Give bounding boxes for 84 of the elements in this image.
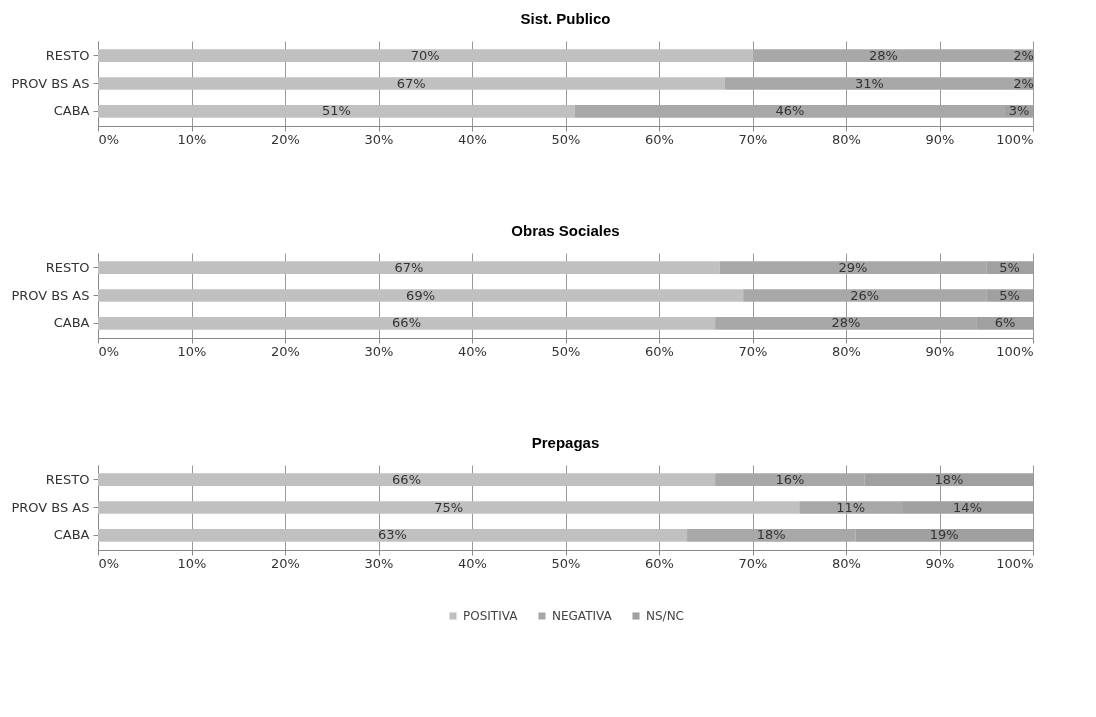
data-label: 5%: [999, 287, 1020, 303]
y-tick-label: PROV BS AS: [11, 75, 90, 91]
x-tick-label: 90%: [925, 131, 955, 147]
x-tick-label: 0%: [98, 343, 120, 359]
data-label: 66%: [392, 471, 421, 487]
x-tick-label: 50%: [551, 131, 581, 147]
x-tick-label: 80%: [832, 343, 861, 359]
data-label: 28%: [868, 47, 898, 63]
data-label: 5%: [999, 259, 1020, 275]
data-label: 18%: [756, 527, 786, 543]
data-label: 67%: [394, 259, 424, 275]
data-label: 67%: [396, 75, 426, 91]
data-label: 31%: [854, 75, 884, 91]
y-tick-label: CABA: [53, 527, 90, 543]
bar: [98, 49, 753, 62]
data-label: 46%: [775, 103, 805, 119]
x-tick-label: 20%: [271, 131, 300, 147]
data-label: 3%: [1008, 103, 1030, 119]
x-tick-label: 80%: [832, 131, 861, 147]
data-label: 2%: [1013, 75, 1034, 91]
data-label: 16%: [775, 471, 805, 487]
bar: [98, 77, 725, 90]
data-label: 14%: [953, 499, 982, 515]
bar: [98, 261, 720, 274]
x-tick-label: 60%: [645, 343, 674, 359]
x-tick-label: 40%: [458, 131, 487, 147]
data-label: 29%: [838, 259, 868, 275]
data-label: 75%: [434, 499, 464, 515]
bar: [98, 105, 575, 118]
x-tick-label: 0%: [98, 131, 120, 147]
x-tick-label: 10%: [177, 343, 207, 359]
bar: [98, 501, 800, 514]
data-label: 18%: [934, 471, 964, 487]
bar: [98, 289, 744, 302]
x-tick-label: 30%: [364, 131, 394, 147]
x-tick-label: 10%: [177, 131, 207, 147]
x-tick-label: 0%: [98, 555, 120, 571]
x-tick-label: 30%: [364, 555, 394, 571]
x-tick-label: 70%: [738, 131, 768, 147]
bar: [98, 529, 688, 542]
y-tick-label: RESTO: [45, 47, 90, 63]
y-tick-label: PROV BS AS: [11, 499, 90, 515]
data-label: 6%: [994, 315, 1016, 331]
bar: [98, 317, 716, 330]
legend-label: NS/NC: [646, 609, 684, 623]
x-tick-label: 30%: [364, 343, 394, 359]
data-label: 69%: [406, 287, 436, 303]
x-tick-label: 100%: [996, 343, 1034, 359]
data-label: 2%: [1013, 47, 1034, 63]
y-tick-label: CABA: [53, 315, 90, 331]
x-tick-label: 60%: [645, 555, 674, 571]
x-tick-label: 60%: [645, 131, 674, 147]
x-tick-label: 100%: [996, 555, 1034, 571]
x-tick-label: 90%: [925, 343, 955, 359]
data-label: 63%: [378, 527, 407, 543]
data-label: 19%: [929, 527, 959, 543]
x-tick-label: 80%: [832, 555, 861, 571]
legend-label: POSITIVA: [463, 609, 519, 623]
x-tick-label: 10%: [177, 555, 207, 571]
x-tick-label: 20%: [271, 343, 300, 359]
x-tick-label: 40%: [458, 343, 487, 359]
bar: [98, 473, 716, 486]
x-tick-label: 70%: [738, 343, 768, 359]
x-tick-label: 40%: [458, 555, 487, 571]
data-label: 11%: [836, 499, 866, 515]
data-label: 51%: [321, 103, 351, 119]
x-tick-label: 20%: [271, 555, 300, 571]
data-label: 26%: [850, 287, 880, 303]
x-tick-label: 50%: [551, 343, 581, 359]
y-tick-label: PROV BS AS: [11, 287, 90, 303]
chart-title: Obras Sociales: [511, 222, 620, 239]
y-tick-label: RESTO: [45, 471, 90, 487]
data-label: 28%: [831, 315, 861, 331]
legend-label: NEGATIVA: [552, 609, 613, 623]
data-label: 66%: [392, 315, 421, 331]
chart-title: Sist. Publico: [520, 10, 611, 27]
x-tick-label: 50%: [551, 555, 581, 571]
x-tick-label: 100%: [996, 131, 1034, 147]
chart-title: Prepagas: [531, 434, 600, 451]
y-tick-label: CABA: [53, 103, 90, 119]
data-label: 70%: [410, 47, 440, 63]
x-tick-label: 70%: [738, 555, 768, 571]
x-tick-label: 90%: [925, 555, 955, 571]
y-tick-label: RESTO: [45, 259, 90, 275]
